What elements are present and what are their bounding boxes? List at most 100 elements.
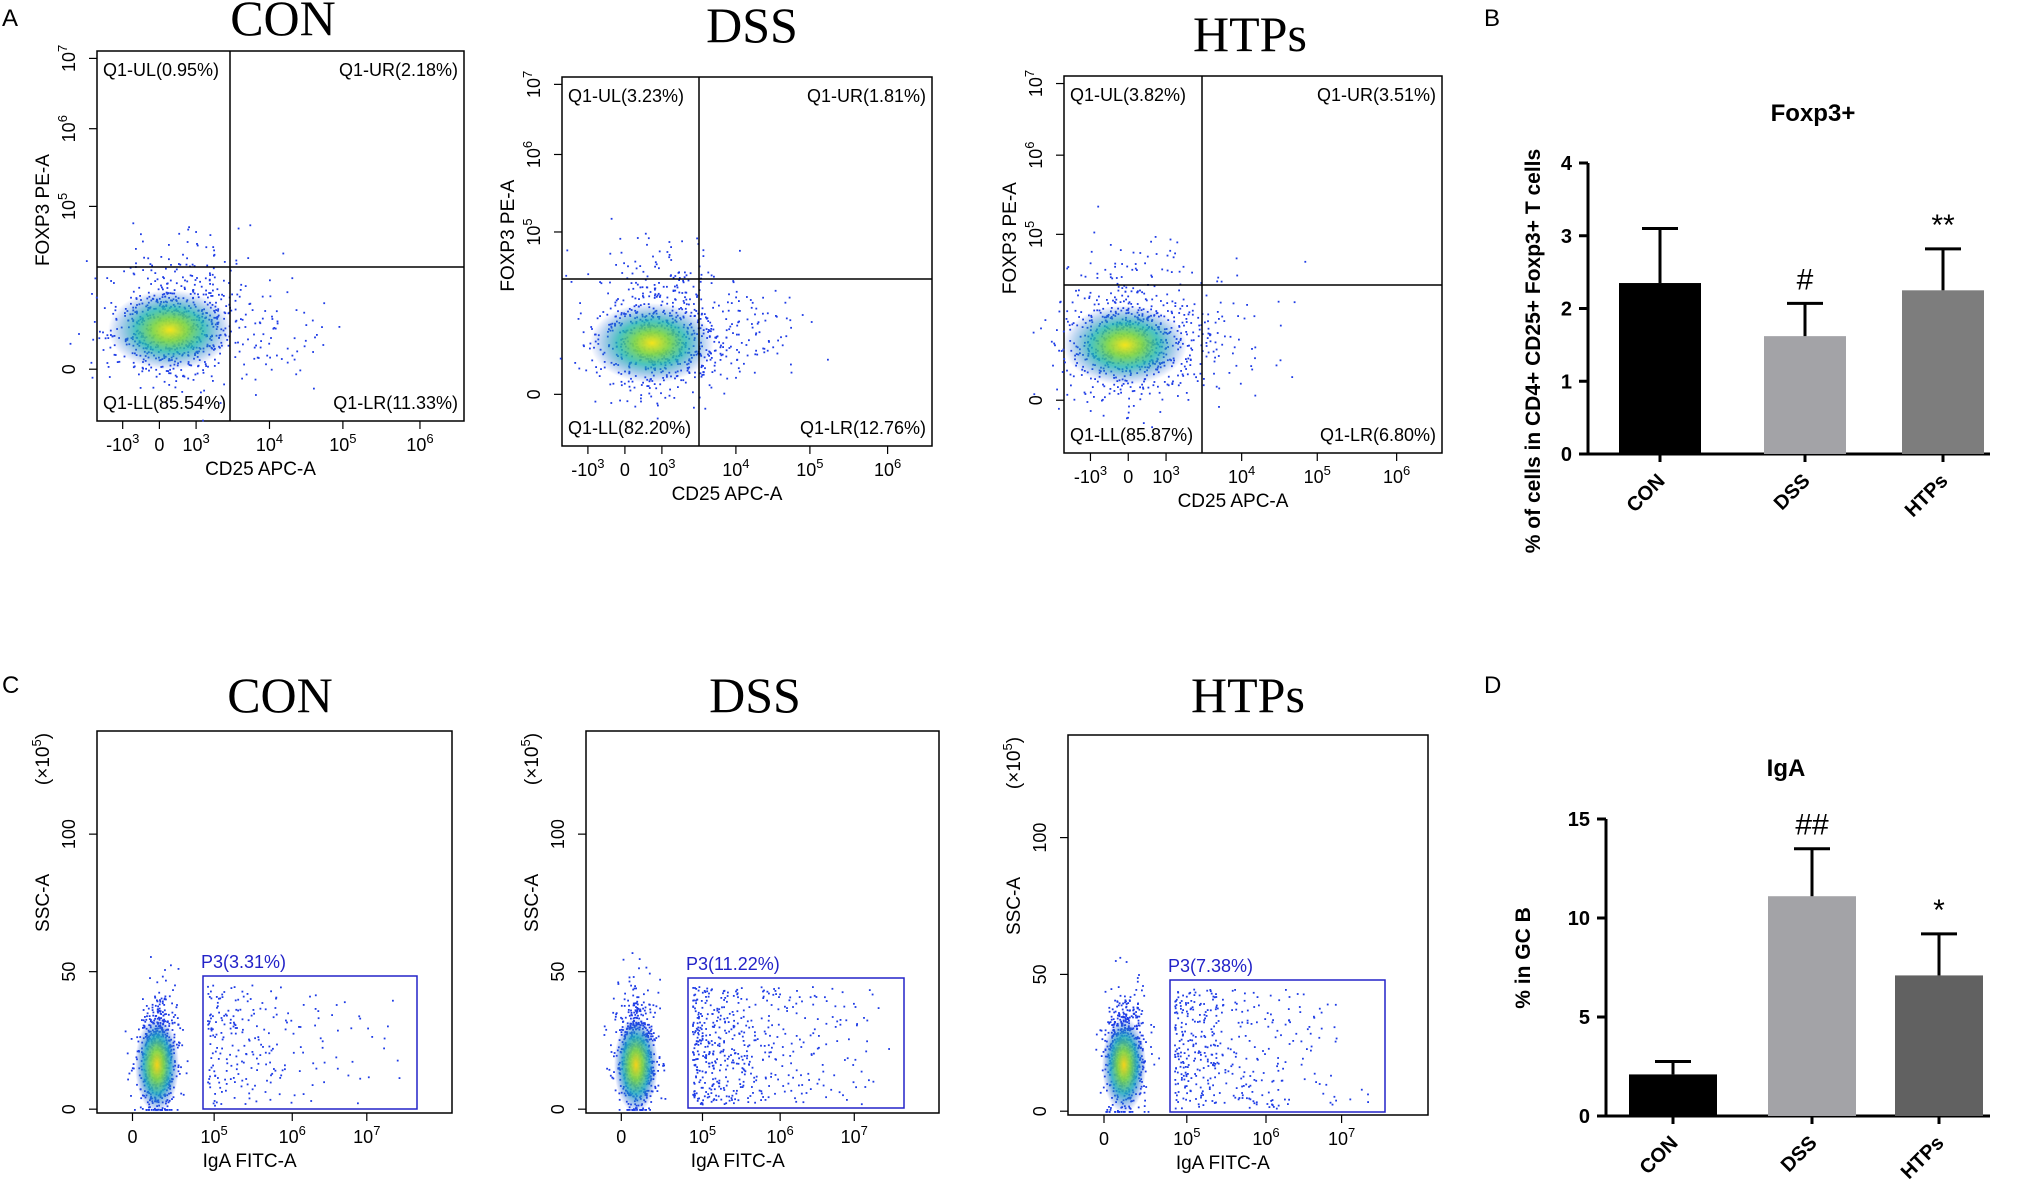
event-dot xyxy=(1093,303,1096,306)
event-dot xyxy=(1191,271,1193,274)
event-dot xyxy=(619,237,622,240)
event-dot xyxy=(280,986,282,989)
quadrant-ll-label: Q1-LL(85.87%) xyxy=(1070,425,1193,445)
event-dot xyxy=(647,237,650,240)
event-dot xyxy=(717,1082,720,1084)
event-dot xyxy=(699,1079,702,1082)
event-dot xyxy=(225,305,228,307)
y-axis-label: SSC-A xyxy=(33,874,54,932)
event-dot xyxy=(276,322,279,325)
event-dot xyxy=(314,1024,316,1027)
event-dot xyxy=(235,259,238,262)
event-dot xyxy=(705,1034,708,1037)
event-dot xyxy=(888,1048,890,1050)
event-dot xyxy=(1254,346,1257,349)
event-dot xyxy=(768,1015,770,1017)
event-dot xyxy=(800,1046,803,1048)
event-dot xyxy=(843,1005,846,1008)
event-dot xyxy=(237,227,240,230)
event-dot xyxy=(702,1055,704,1057)
event-dot xyxy=(162,1011,164,1013)
event-dot xyxy=(640,400,642,403)
event-dot xyxy=(1215,348,1218,351)
event-dot xyxy=(141,1108,144,1110)
event-dot xyxy=(210,1017,212,1020)
event-dot xyxy=(694,1030,697,1032)
density-core xyxy=(1063,305,1187,385)
event-dot xyxy=(207,296,209,299)
event-dot xyxy=(760,1092,763,1095)
event-dot xyxy=(314,994,317,997)
event-dot xyxy=(147,257,150,260)
event-dot xyxy=(290,1101,293,1104)
event-dot xyxy=(733,1034,736,1037)
event-dot xyxy=(728,1055,730,1058)
event-dot xyxy=(595,371,598,374)
event-dot xyxy=(1251,348,1253,350)
event-dot xyxy=(1083,297,1086,300)
event-dot xyxy=(1251,368,1254,371)
event-dot xyxy=(232,1025,235,1028)
event-dot xyxy=(1179,307,1182,310)
event-dot xyxy=(634,1002,637,1005)
event-dot xyxy=(659,383,662,386)
event-dot xyxy=(233,1021,235,1024)
event-dot xyxy=(235,319,238,322)
event-dot xyxy=(702,373,705,376)
event-dot xyxy=(695,1058,698,1061)
event-dot xyxy=(641,286,644,289)
event-dot xyxy=(1202,384,1205,387)
event-dot xyxy=(639,286,642,289)
event-dot xyxy=(638,298,640,300)
event-dot xyxy=(659,978,661,981)
event-dot xyxy=(633,386,636,389)
event-dot xyxy=(634,1009,637,1012)
event-dot xyxy=(1062,330,1065,333)
event-dot xyxy=(694,376,696,379)
event-dot xyxy=(668,254,671,256)
event-dot xyxy=(630,1009,632,1012)
event-dot xyxy=(794,1097,796,1100)
event-dot xyxy=(733,1049,736,1052)
event-dot xyxy=(1086,401,1089,403)
event-dot xyxy=(1133,390,1136,392)
event-dot xyxy=(706,1045,709,1048)
event-dot xyxy=(813,1028,816,1031)
event-dot xyxy=(724,1020,726,1023)
event-dot xyxy=(669,275,672,277)
event-dot xyxy=(809,1088,812,1090)
event-dot xyxy=(1235,257,1238,260)
y-tick-label: 105 xyxy=(1022,221,1046,248)
event-dot xyxy=(241,1031,244,1034)
event-dot xyxy=(197,365,199,368)
event-dot xyxy=(656,294,659,297)
event-dot xyxy=(748,1006,751,1008)
event-dot xyxy=(1116,282,1119,285)
event-dot xyxy=(688,303,690,306)
event-dot xyxy=(676,286,679,289)
event-dot xyxy=(216,1005,219,1008)
event-dot xyxy=(712,1078,714,1081)
event-dot xyxy=(187,377,190,380)
event-dot xyxy=(224,1013,227,1016)
event-dot xyxy=(810,1053,813,1055)
event-dot xyxy=(175,380,178,382)
event-dot xyxy=(610,217,613,220)
event-dot xyxy=(751,1066,754,1069)
event-dot xyxy=(628,1014,631,1017)
event-dot xyxy=(298,1070,301,1072)
event-dot xyxy=(210,1066,213,1069)
x-tick-label: 104 xyxy=(1228,463,1255,487)
event-dot xyxy=(729,325,732,328)
event-dot xyxy=(106,362,109,364)
event-dot xyxy=(263,1028,266,1031)
event-dot xyxy=(221,1038,224,1041)
event-dot xyxy=(1121,294,1124,297)
event-dot xyxy=(697,1040,700,1043)
event-dot xyxy=(134,1109,136,1111)
event-dot xyxy=(707,1040,710,1043)
event-dot xyxy=(602,311,605,313)
event-dot xyxy=(171,1019,173,1022)
x-tick-label: 106 xyxy=(1383,463,1410,487)
event-dot xyxy=(742,1015,745,1018)
